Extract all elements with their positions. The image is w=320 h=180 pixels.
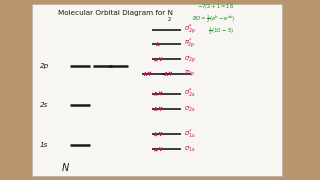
Text: 2s: 2s xyxy=(40,102,48,108)
Text: $\sigma_{2s}$: $\sigma_{2s}$ xyxy=(184,104,196,114)
Text: $\sigma_{2p}$: $\sigma_{2p}$ xyxy=(184,54,196,65)
Text: $\sigma_{1s}^{*}$: $\sigma_{1s}^{*}$ xyxy=(184,127,196,141)
Text: $\sigma_{1s}$: $\sigma_{1s}$ xyxy=(184,145,196,154)
FancyBboxPatch shape xyxy=(32,4,282,176)
Text: $\pi_{2p}^{*}$: $\pi_{2p}^{*}$ xyxy=(184,37,196,51)
Text: $\sigma_{2p}^{*}$: $\sigma_{2p}^{*}$ xyxy=(184,22,196,37)
Text: $\pi_{2p}$: $\pi_{2p}$ xyxy=(184,69,196,79)
Text: $-7/2+1=16$: $-7/2+1=16$ xyxy=(197,2,234,10)
Text: 1s: 1s xyxy=(40,142,48,148)
Text: 2: 2 xyxy=(168,17,172,22)
Text: N: N xyxy=(62,163,69,173)
Text: $BO=\frac{1}{2}(e^b-e^{ab})$: $BO=\frac{1}{2}(e^b-e^{ab})$ xyxy=(192,13,236,25)
Text: $\frac{1}{2}(10-5)$: $\frac{1}{2}(10-5)$ xyxy=(208,26,234,37)
Text: Molecular Orbital Diagram for N: Molecular Orbital Diagram for N xyxy=(58,10,173,16)
Text: $\sigma_{2s}^{*}$: $\sigma_{2s}^{*}$ xyxy=(184,87,196,100)
Text: 2p: 2p xyxy=(40,63,49,69)
